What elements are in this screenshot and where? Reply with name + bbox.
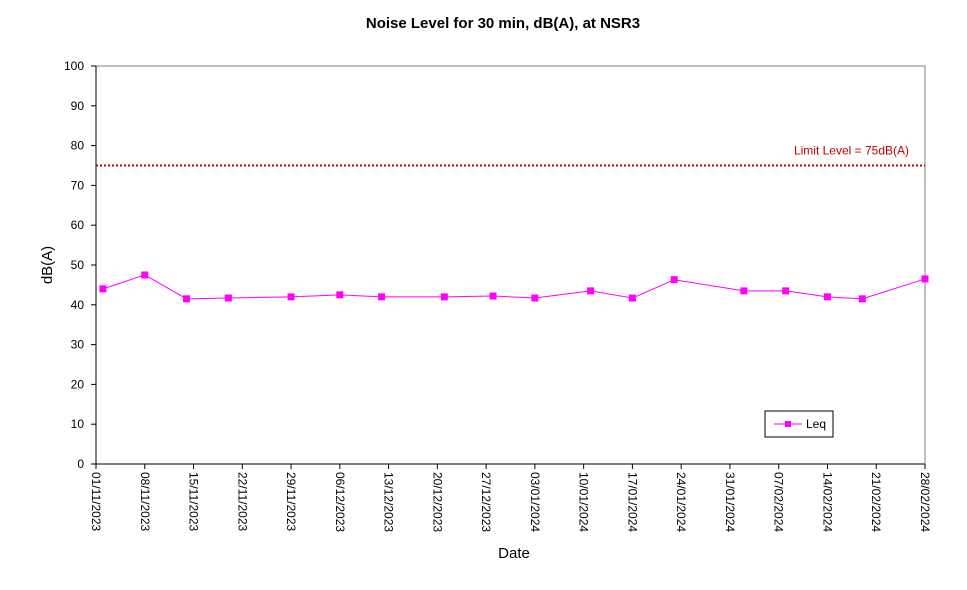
y-tick-label: 0 <box>77 457 84 471</box>
y-tick-label: 40 <box>71 298 85 312</box>
data-point-leq <box>183 295 191 303</box>
y-tick-label: 100 <box>64 59 84 73</box>
x-tick-label: 01/11/2023 <box>89 472 103 531</box>
data-point-leq <box>823 293 831 301</box>
data-point-leq <box>378 293 386 301</box>
y-tick-label: 10 <box>71 417 85 431</box>
chart-title: Noise Level for 30 min, dB(A), at NSR3 <box>366 15 640 32</box>
limit-level-label: Limit Level = 75dB(A) <box>794 144 909 158</box>
x-tick-label: 08/11/2023 <box>138 472 152 531</box>
x-tick-label: 22/11/2023 <box>235 472 249 531</box>
x-tick-label: 06/12/2023 <box>333 472 347 532</box>
data-point-leq <box>141 271 149 279</box>
x-tick-label: 14/02/2024 <box>820 472 834 532</box>
data-point-leq <box>628 294 636 302</box>
x-tick-label: 27/12/2023 <box>479 472 493 532</box>
x-axis-label: Date <box>498 545 530 562</box>
data-point-leq <box>489 292 497 300</box>
x-tick-label: 07/02/2024 <box>772 472 786 532</box>
y-axis-ticks: 0 10 20 30 40 50 60 70 80 90 100 <box>64 59 96 471</box>
series-leq <box>99 271 929 303</box>
data-point-leq <box>740 287 748 295</box>
x-tick-label: 13/12/2023 <box>382 472 396 532</box>
y-tick-label: 30 <box>71 338 85 352</box>
x-tick-label: 03/01/2024 <box>528 472 542 532</box>
y-tick-label: 80 <box>71 139 85 153</box>
data-point-leq <box>587 287 595 295</box>
y-tick-label: 50 <box>71 258 85 272</box>
limit-level-group: Limit Level = 75dB(A) <box>96 144 925 167</box>
data-point-leq <box>99 285 107 293</box>
x-tick-label: 28/02/2024 <box>918 472 932 532</box>
x-tick-label: 31/01/2024 <box>723 472 737 532</box>
data-point-leq <box>224 294 232 302</box>
y-axis-label: dB(A) <box>39 246 56 284</box>
data-point-leq <box>782 287 790 295</box>
series-line-leq <box>102 274 926 300</box>
x-tick-label: 24/01/2024 <box>674 472 688 532</box>
x-tick-label: 10/01/2024 <box>577 472 591 532</box>
x-axis-ticks: 01/11/2023 08/11/2023 15/11/2023 22/11/2023… <box>89 464 932 532</box>
y-tick-label: 20 <box>71 377 85 391</box>
legend-label-leq: Leq <box>806 417 826 431</box>
data-point-leq <box>287 293 295 301</box>
data-point-leq <box>531 294 539 302</box>
data-point-leq <box>440 293 448 301</box>
data-point-leq <box>858 295 866 303</box>
y-tick-label: 70 <box>71 178 85 192</box>
data-point-leq <box>670 276 678 284</box>
x-tick-label: 29/11/2023 <box>284 472 298 531</box>
data-point-leq <box>921 275 929 283</box>
legend-swatch-marker <box>785 421 791 427</box>
x-tick-label: 21/02/2024 <box>869 472 883 532</box>
x-tick-label: 15/11/2023 <box>187 472 201 531</box>
x-tick-label: 20/12/2023 <box>430 472 444 532</box>
data-point-leq <box>336 291 344 299</box>
x-tick-label: 17/01/2024 <box>625 472 639 532</box>
legend: Leq <box>764 410 834 438</box>
y-tick-label: 90 <box>71 99 85 113</box>
y-tick-label: 60 <box>71 218 85 232</box>
plot-area <box>95 65 926 465</box>
